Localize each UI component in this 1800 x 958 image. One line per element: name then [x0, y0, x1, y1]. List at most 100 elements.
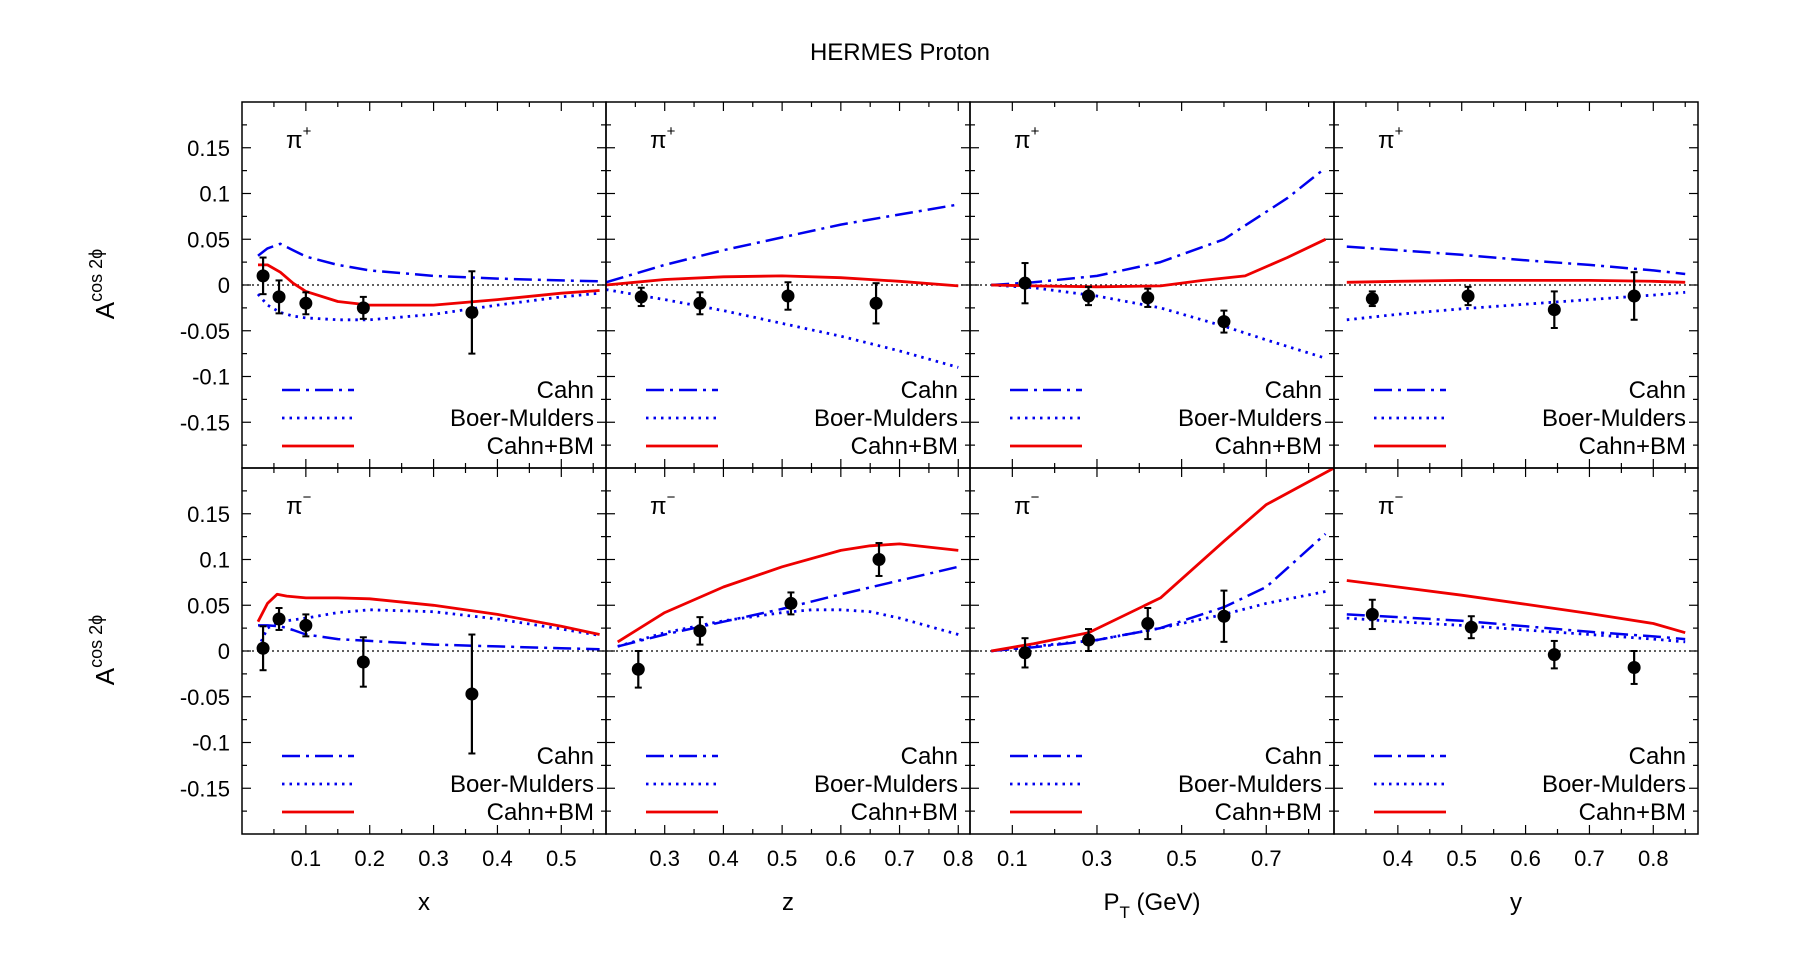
legend-label: Boer-Mulders [1178, 405, 1322, 432]
x-tick-label: 0.8 [943, 846, 974, 871]
y-tick-label: 0.15 [187, 502, 230, 527]
y-tick-label: 0.15 [187, 136, 230, 161]
data-point [465, 270, 479, 355]
x-axis-title: y [1510, 889, 1522, 916]
particle-label: π− [1014, 489, 1040, 520]
legend-label: Cahn [901, 743, 958, 770]
data-point [1217, 589, 1231, 643]
series-cahn [991, 166, 1327, 287]
x-tick-label: 0.1 [291, 846, 322, 871]
data-point [1082, 628, 1096, 652]
data-point [872, 542, 886, 577]
particle-label: π+ [1378, 123, 1404, 154]
data-point [256, 625, 270, 672]
series-cahn-bm [606, 274, 959, 288]
y-axis-title: Acos 2ϕ [86, 615, 120, 685]
x-tick-label: 0.6 [1510, 846, 1541, 871]
x-tick-label: 0.6 [826, 846, 857, 871]
series-cahn-bm [258, 263, 600, 307]
data-point [272, 279, 286, 315]
x-tick-label: 0.4 [708, 846, 739, 871]
x-tick-label: 0.3 [649, 846, 680, 871]
series-cahn [1346, 245, 1686, 276]
y-tick-label: -0.05 [180, 685, 230, 710]
legend-label: Boer-Mulders [450, 405, 594, 432]
x-axis-title: x [418, 889, 430, 916]
data-point [1082, 285, 1096, 307]
data-point [299, 291, 313, 316]
y-tick-label: 0.1 [199, 548, 230, 573]
data-point [631, 650, 645, 689]
chart-title: HERMES Proton [810, 39, 990, 66]
series-cahn [617, 565, 959, 648]
y-axis-labels: Acos 2ϕ Acos 2ϕ [86, 249, 120, 685]
y-tick-label: 0.05 [187, 227, 230, 252]
data-point [356, 636, 370, 688]
data-point [1018, 637, 1032, 669]
legend-label: Cahn+BM [487, 433, 594, 460]
data-point [1627, 650, 1641, 685]
legend-label: Cahn [1265, 743, 1322, 770]
data-point [693, 616, 707, 646]
series-cahn-bm [991, 238, 1327, 289]
legend-label: Cahn [1629, 377, 1686, 404]
data-point [1141, 287, 1155, 308]
x-tick-label: 0.3 [418, 846, 449, 871]
data-point [299, 613, 313, 638]
particle-label: π− [1378, 489, 1404, 520]
x-tick-label: 0.2 [354, 846, 385, 871]
series-boer-mulders [256, 291, 600, 322]
legend-label: Cahn+BM [1215, 433, 1322, 460]
x-tick-label: 0.8 [1638, 846, 1669, 871]
x-tick-label: 0.3 [1082, 846, 1113, 871]
data-point [465, 633, 479, 755]
legend-label: Cahn+BM [1579, 433, 1686, 460]
data-point [1365, 290, 1379, 308]
legend-label: Cahn [1265, 377, 1322, 404]
data-point [869, 282, 883, 325]
series-cahn-bm [256, 592, 600, 636]
particle-label: π+ [650, 123, 676, 154]
x-axis-title: PT (GeV) [1103, 889, 1200, 922]
data-point [356, 295, 370, 320]
legend-label: Cahn+BM [1215, 799, 1322, 826]
x-tick-label: 0.7 [1251, 846, 1282, 871]
x-tick-label: 0.7 [1574, 846, 1605, 871]
y-tick-label: 0.05 [187, 593, 230, 618]
data-point [1464, 615, 1478, 640]
series-boer-mulders [991, 283, 1326, 360]
y-tick-label: -0.15 [180, 410, 230, 435]
data-point [272, 606, 286, 631]
legend-label: Cahn [537, 743, 594, 770]
data-point [784, 591, 798, 616]
x-tick-label: 0.5 [767, 846, 798, 871]
legend-label: Boer-Mulders [1542, 771, 1686, 798]
legend-label: Cahn+BM [1579, 799, 1686, 826]
series-cahn-bm [616, 542, 959, 644]
x-tick-label: 0.1 [997, 846, 1028, 871]
y-tick-label: 0 [218, 273, 230, 298]
particle-label: π+ [1014, 123, 1040, 154]
legend-label: Cahn+BM [487, 799, 594, 826]
series-boer-mulders [991, 590, 1326, 653]
series-cahn [991, 532, 1327, 653]
legend-label: Boer-Mulders [450, 771, 594, 798]
data-point [1627, 271, 1641, 321]
legend-label: Boer-Mulders [1542, 405, 1686, 432]
x-axis-title: z [782, 889, 794, 916]
x-axis-labels: x z PT (GeV) y [418, 889, 1522, 922]
legend-label: Boer-Mulders [1178, 771, 1322, 798]
y-axis-title: Acos 2ϕ [86, 249, 120, 319]
legend-label: Cahn [537, 377, 594, 404]
x-tick-label: 0.5 [1446, 846, 1477, 871]
